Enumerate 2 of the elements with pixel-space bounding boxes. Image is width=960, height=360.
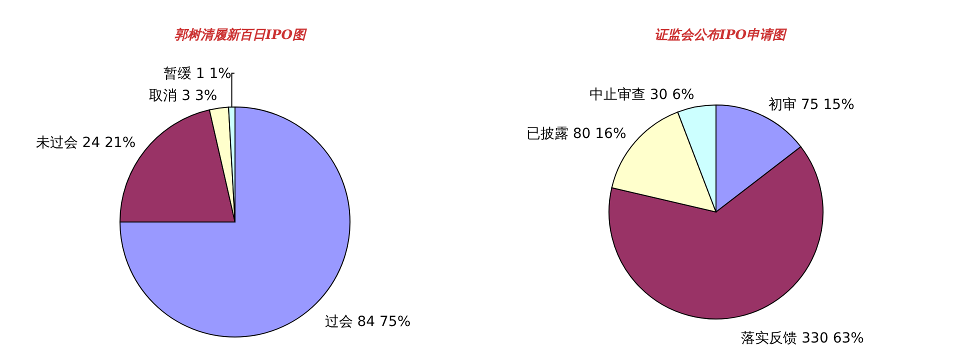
title: 证监会公布IPO申请图 bbox=[654, 28, 786, 43]
title: 郭树清履新百日IPO图 bbox=[174, 28, 306, 43]
